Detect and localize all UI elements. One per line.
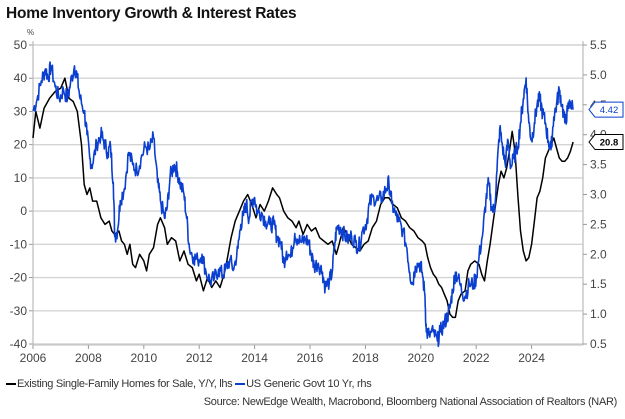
left-tick-label: 30	[14, 104, 28, 118]
right-tick-label: 1.5	[590, 277, 607, 291]
left-tick-label: 10	[14, 171, 28, 185]
right-tick-label: 5.0	[590, 68, 607, 82]
right-tick-label: 0.5	[590, 337, 607, 351]
treasury-last-value-label-text: 4.42	[600, 105, 619, 116]
inventory-last-value-label-box	[588, 134, 624, 151]
left-tick-label: 50	[14, 38, 28, 52]
series-lines	[32, 61, 574, 348]
left-tick-label: -10	[10, 237, 28, 251]
series-line-treasury	[32, 61, 574, 348]
right-tick-label: 2.0	[590, 247, 607, 261]
left-tick-label: -20	[10, 271, 28, 285]
legend-item-inventory: Existing Single-Family Homes for Sale, Y…	[6, 378, 233, 390]
left-tick-label: -30	[10, 304, 28, 318]
right-tick-label: 3.5	[590, 158, 607, 172]
legend-label-inventory: Existing Single-Family Homes for Sale, Y…	[17, 378, 233, 390]
x-tick-label: 2016	[297, 351, 324, 365]
left-tick-label: 0	[20, 204, 27, 218]
right-tick-label: 1.0	[590, 307, 607, 321]
x-tick-label: 2024	[518, 351, 545, 365]
right-tick-label: 5.5	[590, 38, 607, 52]
x-tick-label: 2020	[407, 351, 434, 365]
series-line-inventory	[32, 77, 574, 319]
inventory-last-value-label-text: 20.8	[600, 138, 619, 149]
legend-swatch-black	[6, 383, 16, 386]
legend-swatch-blue	[235, 383, 246, 386]
left-axis-unit: %	[27, 28, 34, 37]
inventory-last-value-label: 20.8	[588, 134, 624, 151]
x-tick-label: 2006	[20, 351, 47, 365]
legend-item-treasury: US Generic Govt 10 Yr, rhs	[235, 378, 372, 390]
x-tick-label: 2018	[352, 351, 379, 365]
gridlines	[33, 44, 583, 345]
source-note: Source: NewEdge Wealth, Macrobond, Bloom…	[203, 396, 618, 408]
left-tick-label: 20	[14, 138, 28, 152]
x-tick-label: 2008	[75, 351, 102, 365]
x-tick-label: 2014	[241, 351, 268, 365]
x-tick-label: 2012	[186, 351, 213, 365]
left-tick-label: -40	[10, 337, 28, 351]
chart-title: Home Inventory Growth & Interest Rates	[6, 5, 297, 22]
right-tick-label: 2.5	[590, 217, 607, 231]
value-labels: 4.42 20.8	[588, 101, 624, 151]
left-tick-label: 40	[14, 71, 28, 85]
treasury-last-value-label: 4.42	[588, 101, 624, 118]
x-tick-label: 2010	[130, 351, 157, 365]
legend: Existing Single-Family Homes for Sale, Y…	[6, 378, 372, 390]
treasury-last-value-label-box	[588, 101, 624, 118]
x-tick-label: 2022	[463, 351, 490, 365]
right-tick-label: 3.0	[590, 188, 607, 202]
legend-label-treasury: US Generic Govt 10 Yr, rhs	[246, 378, 372, 390]
